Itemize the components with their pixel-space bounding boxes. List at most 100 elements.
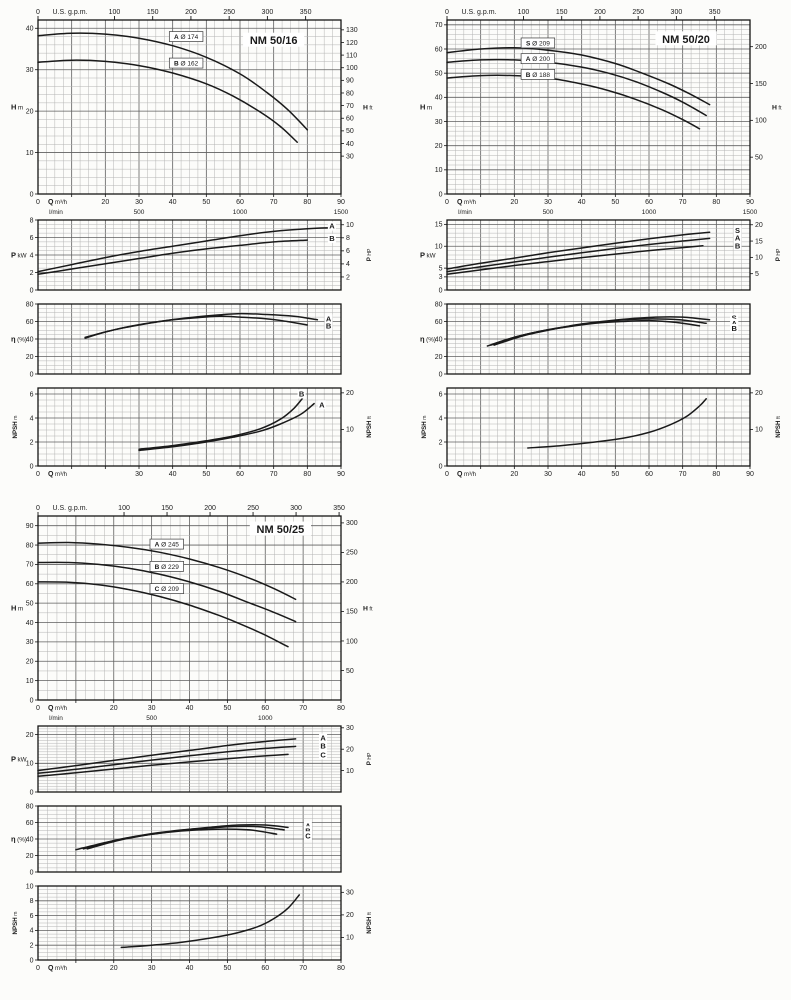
q-tick-label: 80 [337, 705, 345, 712]
gpm-tick-label: 350 [300, 9, 312, 16]
series-letter-halo [327, 221, 336, 231]
efficiency-y-tick-label: 80 [435, 301, 443, 308]
panel-title-box [249, 521, 311, 536]
efficiency-y-tick-label: 60 [435, 319, 443, 326]
gpm-tick-label: 350 [709, 9, 721, 16]
efficiency-y-tick-label: 80 [26, 803, 34, 810]
gpm-tick-label: 150 [161, 505, 173, 512]
power-right-tick-label: 8 [346, 235, 350, 242]
head-y-tick-label: 60 [435, 46, 443, 53]
efficiency-y-tick-label: 0 [439, 371, 443, 378]
head-curve-C [37, 581, 289, 648]
series-letter: B [329, 234, 335, 243]
lmin-tick-label: 1000 [258, 715, 273, 722]
efficiency-curve-A [86, 823, 289, 850]
q-tick-label: 60 [645, 471, 653, 478]
q-tick-label: 90 [746, 199, 754, 206]
head-curve-S [446, 47, 711, 106]
series-letter: C [305, 831, 311, 840]
q-tick-label: 80 [337, 965, 345, 972]
gpm-tick-label: 200 [204, 505, 216, 512]
panel-title: NM 50/20 [662, 34, 710, 46]
head-y-tick-label: 50 [435, 70, 443, 77]
head-y-tick-label: 20 [435, 143, 443, 150]
power-right-tick-label: 6 [346, 248, 350, 255]
head-y-tick-label: 40 [26, 26, 34, 33]
curve-label-box [149, 538, 184, 550]
gpm-axis: 0 U.S. g.p.m. 100 150 200 250 300 350 [36, 505, 345, 516]
lmin-axis-label: l/min [458, 209, 472, 216]
q-tick-label: 60 [236, 199, 244, 206]
npsh-right-tick-label: 20 [755, 390, 763, 397]
series-letter: B [735, 241, 741, 250]
head-y-tick-label: 0 [439, 191, 443, 198]
curve-label: B Ø 188 [526, 72, 551, 79]
q-tick-label: 30 [135, 471, 143, 478]
curve-label: A Ø 174 [174, 34, 199, 41]
q-tick-label: 60 [261, 705, 269, 712]
power-chart: 0 10 20 10 20 30 P kW PHP ABC [11, 725, 373, 796]
power-y-tick-label: 15 [435, 222, 443, 229]
series-letter: B [731, 324, 737, 333]
q-tick-label: 50 [611, 199, 619, 206]
gpm-tick-label: 100 [118, 505, 130, 512]
efficiency-y-tick-label: 40 [435, 336, 443, 343]
series-letter-halo [733, 241, 742, 251]
head-curve-A [37, 541, 297, 601]
gpm-tick-label: 350 [333, 505, 345, 512]
panel-title: NM 50/25 [257, 524, 305, 536]
power-right-axis-title: PHP [366, 248, 373, 261]
q-tick-label: 70 [270, 199, 278, 206]
head-right-tick-label: 110 [346, 52, 357, 59]
head-right-tick-label: 250 [346, 550, 358, 557]
npsh-curve-B [138, 395, 305, 450]
q-tick-label: 60 [236, 471, 244, 478]
power-curve-S [446, 231, 711, 270]
head-right-tick-label: 100 [346, 638, 358, 645]
series-letter: A [329, 222, 335, 231]
lmin-tick-label: 500 [134, 209, 145, 216]
series-letter: S [732, 314, 737, 323]
series-letter-halo [317, 400, 326, 410]
npsh-y-tick-label: 6 [30, 913, 34, 920]
curve-label: C Ø 209 [155, 586, 180, 593]
q-tick-label: 30 [148, 705, 156, 712]
head-y-tick-label: 70 [26, 562, 34, 569]
curve-label: S Ø 209 [526, 40, 550, 47]
efficiency-curve-B [84, 315, 309, 339]
curve-label-box [149, 583, 184, 594]
q-tick-label: 40 [186, 705, 194, 712]
gpm-axis-label: U.S. g.p.m. [52, 505, 87, 512]
series-letter: A [305, 821, 311, 830]
npsh-right-tick-label: 10 [346, 427, 354, 434]
npsh-axis-title: NPSHm [421, 416, 428, 439]
efficiency-y-tick-label: 40 [26, 836, 34, 843]
npsh-chart: 0 2 4 6 8 10 10 20 30 NPSHm NPSHft [12, 883, 373, 964]
npsh-right-tick-label: 20 [346, 912, 354, 919]
power-curves [446, 231, 711, 276]
npsh-right-axis-title: NPSHft [366, 912, 373, 934]
power-y-tick-label: 2 [30, 270, 34, 277]
head-right-tick-label: 130 [346, 27, 358, 34]
curve-sheet-svg: 0 U.S. g.p.m. 100 150 200 250 300 3500102030405… [11, 505, 373, 972]
head-right-tick-label: 100 [755, 118, 767, 125]
series-letter-halo [733, 226, 742, 235]
power-curve-B [37, 239, 309, 276]
npsh-y-tick-label: 2 [30, 943, 34, 950]
head-y-tick-label: 30 [26, 639, 34, 646]
panel-title: NM 50/16 [250, 35, 298, 47]
curve-sheet-svg: 0 U.S. g.p.m. 100 150 200 250 300 3500102030403… [11, 9, 373, 478]
head-right-tick-label: 100 [346, 65, 358, 72]
efficiency-y-tick-label: 80 [26, 301, 34, 308]
power-curves [37, 738, 297, 777]
head-right-tick-label: 200 [346, 579, 358, 586]
